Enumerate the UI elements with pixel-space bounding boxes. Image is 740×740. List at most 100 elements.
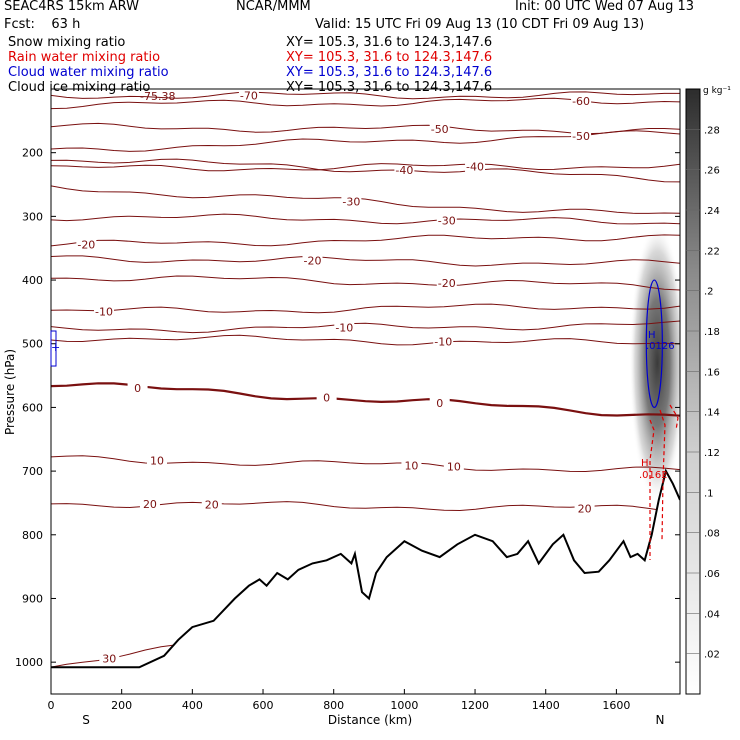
isotherm-line — [51, 320, 680, 334]
isotherm-label-bg — [94, 305, 115, 318]
isotherm-label-bg — [436, 276, 457, 289]
right-end-label: N — [656, 713, 665, 727]
isotherm-line — [51, 455, 680, 473]
isotherm-label: -30 — [438, 214, 456, 227]
isotherm-label: -20 — [438, 277, 456, 290]
isotherm-line — [51, 255, 680, 267]
isotherm-label: -30 — [342, 195, 360, 208]
isotherm-label-bg — [429, 123, 450, 136]
isotherm-label-bg — [99, 652, 120, 665]
x-tick-label: 200 — [111, 699, 132, 712]
isotherm-label: 10 — [404, 460, 418, 473]
x-tick-label: 1400 — [532, 699, 560, 712]
isotherm-label-bg — [571, 130, 592, 143]
field-cloudice-name: Cloud ice mixing ratio — [8, 80, 151, 95]
colorbar-tick-label: .04 — [704, 609, 720, 620]
isotherm-label-bg — [465, 160, 486, 173]
forecast-hour: Fcst: 63 h — [4, 17, 81, 32]
field-cloudwater-xy: XY= 105.3, 31.6 to 124.3,147.6 — [286, 65, 493, 80]
left-edge-cloud-mark — [50, 330, 57, 367]
cold-minimum-label: -75.38 — [140, 90, 175, 103]
x-tick-label: 1200 — [461, 699, 489, 712]
isotherm-label: 20 — [205, 499, 219, 512]
isotherm-label-bg — [574, 502, 595, 515]
isotherm-label-bg — [334, 321, 355, 334]
model-title: SEAC4RS 15km ARW — [4, 0, 140, 14]
colorbar-tick-label: .12 — [704, 448, 720, 459]
cloud-water-contour — [645, 279, 663, 409]
left-edge-plus: + — [51, 341, 60, 354]
colorbar-tick-label: .24 — [704, 206, 720, 217]
isotherm-label-bg — [341, 195, 362, 208]
x-tick-label: 0 — [48, 699, 55, 712]
colorbar-tick-label: .14 — [704, 408, 720, 419]
x-tick-label: 1600 — [602, 699, 630, 712]
isotherm-label: -20 — [304, 254, 322, 267]
isotherm-label: -10 — [335, 321, 353, 334]
x-tick-label: 1000 — [390, 699, 418, 712]
plot-frame — [50, 88, 681, 695]
y-tick-label: 200 — [22, 147, 43, 160]
y-tick-label: 300 — [22, 210, 43, 223]
isotherm-label: -50 — [572, 130, 590, 143]
terrain-fill — [51, 471, 680, 694]
y-axis-label: Pressure (hPa) — [3, 349, 17, 435]
isotherm-line — [51, 275, 680, 291]
isotherm-label: 20 — [578, 502, 592, 515]
isotherm-label: -10 — [434, 335, 452, 348]
x-tick-label: 600 — [253, 699, 274, 712]
rain-water-max-value: .0162 — [639, 470, 668, 481]
isotherm-label: 20 — [143, 498, 157, 511]
isotherm-label-bg — [127, 382, 148, 395]
colorbar-tick-label: .02 — [704, 650, 720, 661]
isotherm-label: 0 — [436, 397, 443, 410]
colorbar-tick-label: .18 — [704, 327, 720, 338]
isotherm-label-bg — [571, 95, 592, 108]
y-tick-label: 500 — [22, 338, 43, 351]
rain-water-contour — [669, 404, 679, 431]
cloud-water-max-value: .0126 — [646, 341, 675, 352]
y-tick-label: 1000 — [15, 656, 43, 669]
isotherm-label-bg — [316, 391, 337, 404]
isotherm-label: -50 — [431, 123, 449, 136]
isotherm-label-bg — [429, 397, 450, 410]
rain-water-contour — [649, 419, 655, 560]
isotherm-label: 10 — [150, 455, 164, 468]
y-tick-label: 700 — [22, 465, 43, 478]
isotherm-line — [51, 334, 680, 346]
isotherm-label-bg — [394, 163, 415, 176]
isotherm-line — [51, 213, 680, 225]
isotherm-label: -60 — [572, 95, 590, 108]
isotherm-line — [51, 158, 680, 183]
isotherm-line — [51, 185, 680, 214]
isotherm-label-bg — [238, 89, 259, 102]
y-tick-label: 800 — [22, 529, 43, 542]
terrain-line — [51, 468, 680, 669]
isotherm-label-bg — [401, 459, 422, 472]
colorbar-tick-label: .08 — [704, 529, 720, 540]
isotherm-label: 10 — [447, 461, 461, 474]
field-snow-xy: XY= 105.3, 31.6 to 124.3,147.6 — [286, 35, 493, 50]
colorbar-tick-label: .1 — [704, 488, 714, 499]
isotherm-label-bg — [433, 335, 454, 348]
left-end-label: S — [82, 713, 90, 727]
isotherm-label-bg — [201, 498, 222, 511]
isotherm-label: 30 — [102, 653, 116, 666]
valid-time: Valid: 15 UTC Fri 09 Aug 13 (10 CDT Fri … — [315, 17, 645, 32]
isotherm-label-bg — [139, 497, 160, 510]
isotherm-label-bg — [436, 214, 457, 227]
isotherm-line — [51, 303, 680, 314]
colorbar — [685, 88, 701, 695]
isotherm-label: -70 — [240, 89, 258, 102]
field-cloudwater-name: Cloud water mixing ratio — [8, 65, 169, 80]
field-rain-name: Rain water mixing ratio — [8, 50, 161, 65]
init-time: Init: 00 UTC Wed 07 Aug 13 — [515, 0, 695, 14]
colorbar-tick-label: .06 — [704, 569, 720, 580]
colorbar-tick-label: .28 — [704, 125, 720, 136]
isotherm-label-bg — [443, 460, 464, 473]
x-tick-label: 800 — [323, 699, 344, 712]
field-cloudice-xy: XY= 105.3, 31.6 to 124.3,147.6 — [286, 80, 493, 95]
rain-water-contour — [659, 409, 666, 541]
cloud-ice-shading — [629, 222, 680, 503]
